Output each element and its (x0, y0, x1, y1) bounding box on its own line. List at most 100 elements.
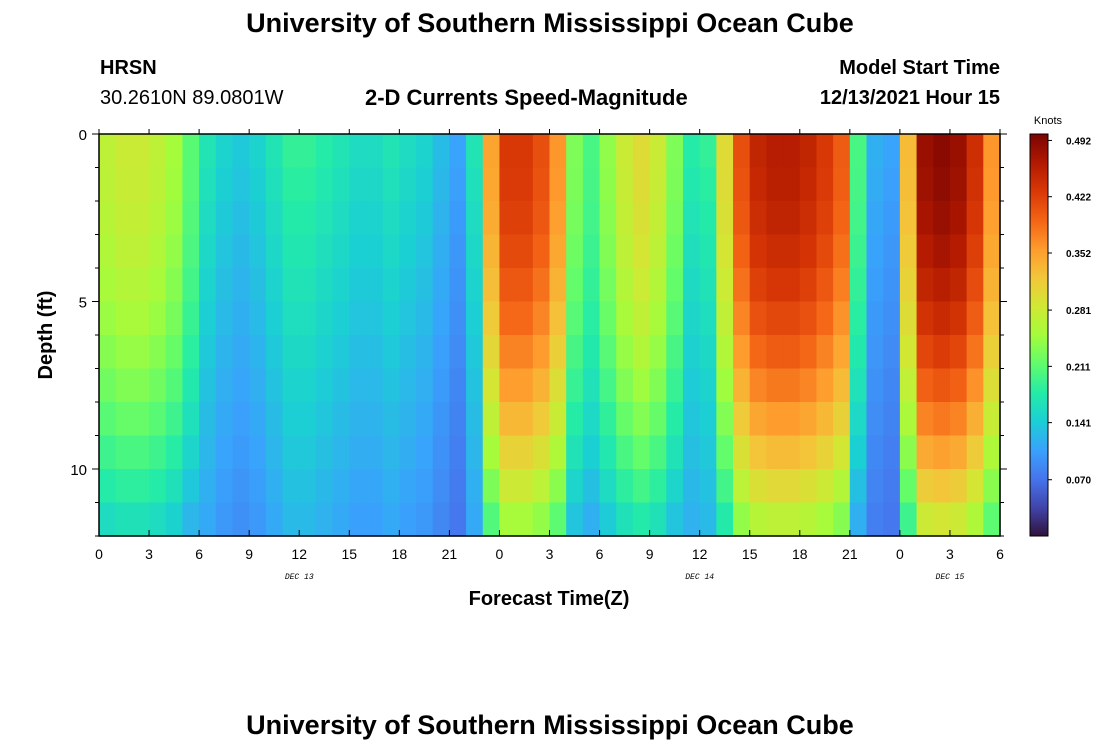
heatmap-cell (499, 201, 517, 236)
heatmap-cell (949, 134, 968, 169)
station-coordinates: 30.2610N 89.0801W (100, 87, 284, 109)
heatmap-cell (783, 469, 801, 504)
heatmap-cell (749, 502, 768, 537)
heatmap-cell (315, 402, 334, 437)
heatmap-cell (549, 502, 567, 537)
heatmap-cell (716, 368, 734, 403)
heatmap-cell (682, 335, 701, 370)
heatmap-cell (516, 134, 534, 169)
heatmap-cell (332, 335, 350, 370)
heatmap-cell (432, 368, 450, 403)
heatmap-cell (883, 167, 901, 202)
heatmap-cell (249, 134, 267, 169)
heatmap-cell (816, 134, 834, 169)
x-tick-label: 9 (245, 546, 253, 562)
heatmap-cell (582, 368, 601, 403)
x-tick-label: 0 (95, 546, 103, 562)
heatmap-cell (749, 234, 768, 269)
heatmap-cell (265, 368, 284, 403)
heatmap-cell (382, 134, 400, 169)
heatmap-cell (199, 435, 217, 470)
heatmap-cell (215, 201, 234, 236)
heatmap-cell (666, 469, 684, 504)
heatmap-cell (582, 469, 601, 504)
heatmap-cell (265, 234, 284, 269)
heatmap-cell (599, 335, 617, 370)
main-title: University of Southern Mississippi Ocean… (246, 8, 854, 38)
heatmap-cell (983, 134, 1001, 169)
heatmap-cell (682, 502, 701, 537)
heatmap-cell (315, 201, 334, 236)
heatmap-cell (382, 402, 400, 437)
heatmap-cell (699, 335, 717, 370)
heatmap-cell (365, 301, 384, 336)
heatmap-cell (549, 402, 567, 437)
heatmap-cell (866, 435, 884, 470)
heatmap-cell (616, 301, 634, 336)
heatmap-cell (783, 368, 801, 403)
colorbar-tick-label: 0.211 (1066, 362, 1091, 373)
heatmap-cell (783, 435, 801, 470)
heatmap-cell (783, 301, 801, 336)
heatmap-cell (115, 201, 133, 236)
heatmap-cell (766, 402, 784, 437)
heatmap-cell (949, 335, 968, 370)
heatmap-cell (99, 368, 117, 403)
plot-title: 2-D Currents Speed-Magnitude (365, 85, 688, 110)
heatmap-cell (416, 201, 434, 236)
heatmap-cell (716, 402, 734, 437)
heatmap-cell (916, 134, 934, 169)
heatmap-cell (432, 201, 450, 236)
heatmap-cell (616, 167, 634, 202)
heatmap-cell (182, 268, 200, 303)
heatmap-cell (349, 167, 367, 202)
heatmap-cell (432, 301, 450, 336)
heatmap-cell (132, 469, 150, 504)
heatmap-cell (582, 234, 601, 269)
heatmap-cell (666, 402, 684, 437)
heatmap-cell (282, 402, 300, 437)
heatmap-cell (649, 134, 667, 169)
heatmap-cell (516, 268, 534, 303)
heatmap-cell (766, 335, 784, 370)
heatmap-cell (632, 201, 651, 236)
heatmap-cell (132, 368, 150, 403)
heatmap-cell (299, 134, 317, 169)
heatmap-cell (816, 268, 834, 303)
heatmap-cell (99, 268, 117, 303)
heatmap-cell (849, 268, 868, 303)
heatmap-cell (299, 402, 317, 437)
heatmap-cell (449, 368, 467, 403)
heatmap-cell (916, 435, 934, 470)
x-tick-label: 15 (341, 546, 357, 562)
heatmap-cell (332, 469, 350, 504)
heatmap-cell (282, 335, 300, 370)
heatmap-cell (849, 234, 868, 269)
heatmap-cell (249, 234, 267, 269)
heatmap-cell (466, 234, 484, 269)
heatmap-cell (616, 268, 634, 303)
heatmap-cell (165, 201, 184, 236)
heatmap-cell (249, 435, 267, 470)
heatmap-cell (282, 201, 300, 236)
heatmap-cell (165, 301, 184, 336)
heatmap-cell (399, 234, 417, 269)
heatmap-cell (616, 469, 634, 504)
heatmap-cell (399, 167, 417, 202)
heatmap-cell (916, 268, 934, 303)
date-label: DEC 13 (285, 573, 314, 582)
heatmap-cell (299, 301, 317, 336)
heatmap-cell (132, 402, 150, 437)
heatmap-cell (566, 368, 584, 403)
heatmap-cell (382, 502, 400, 537)
heatmap-cell (149, 435, 167, 470)
heatmap-cell (649, 201, 667, 236)
heatmap-cell (132, 167, 150, 202)
heatmap-cell (115, 469, 133, 504)
heatmap-cell (132, 268, 150, 303)
y-tick-label: 0 (79, 127, 87, 144)
heatmap-cell (99, 134, 117, 169)
heatmap-cell (866, 167, 884, 202)
heatmap-cell (132, 201, 150, 236)
heatmap-cell (165, 402, 184, 437)
